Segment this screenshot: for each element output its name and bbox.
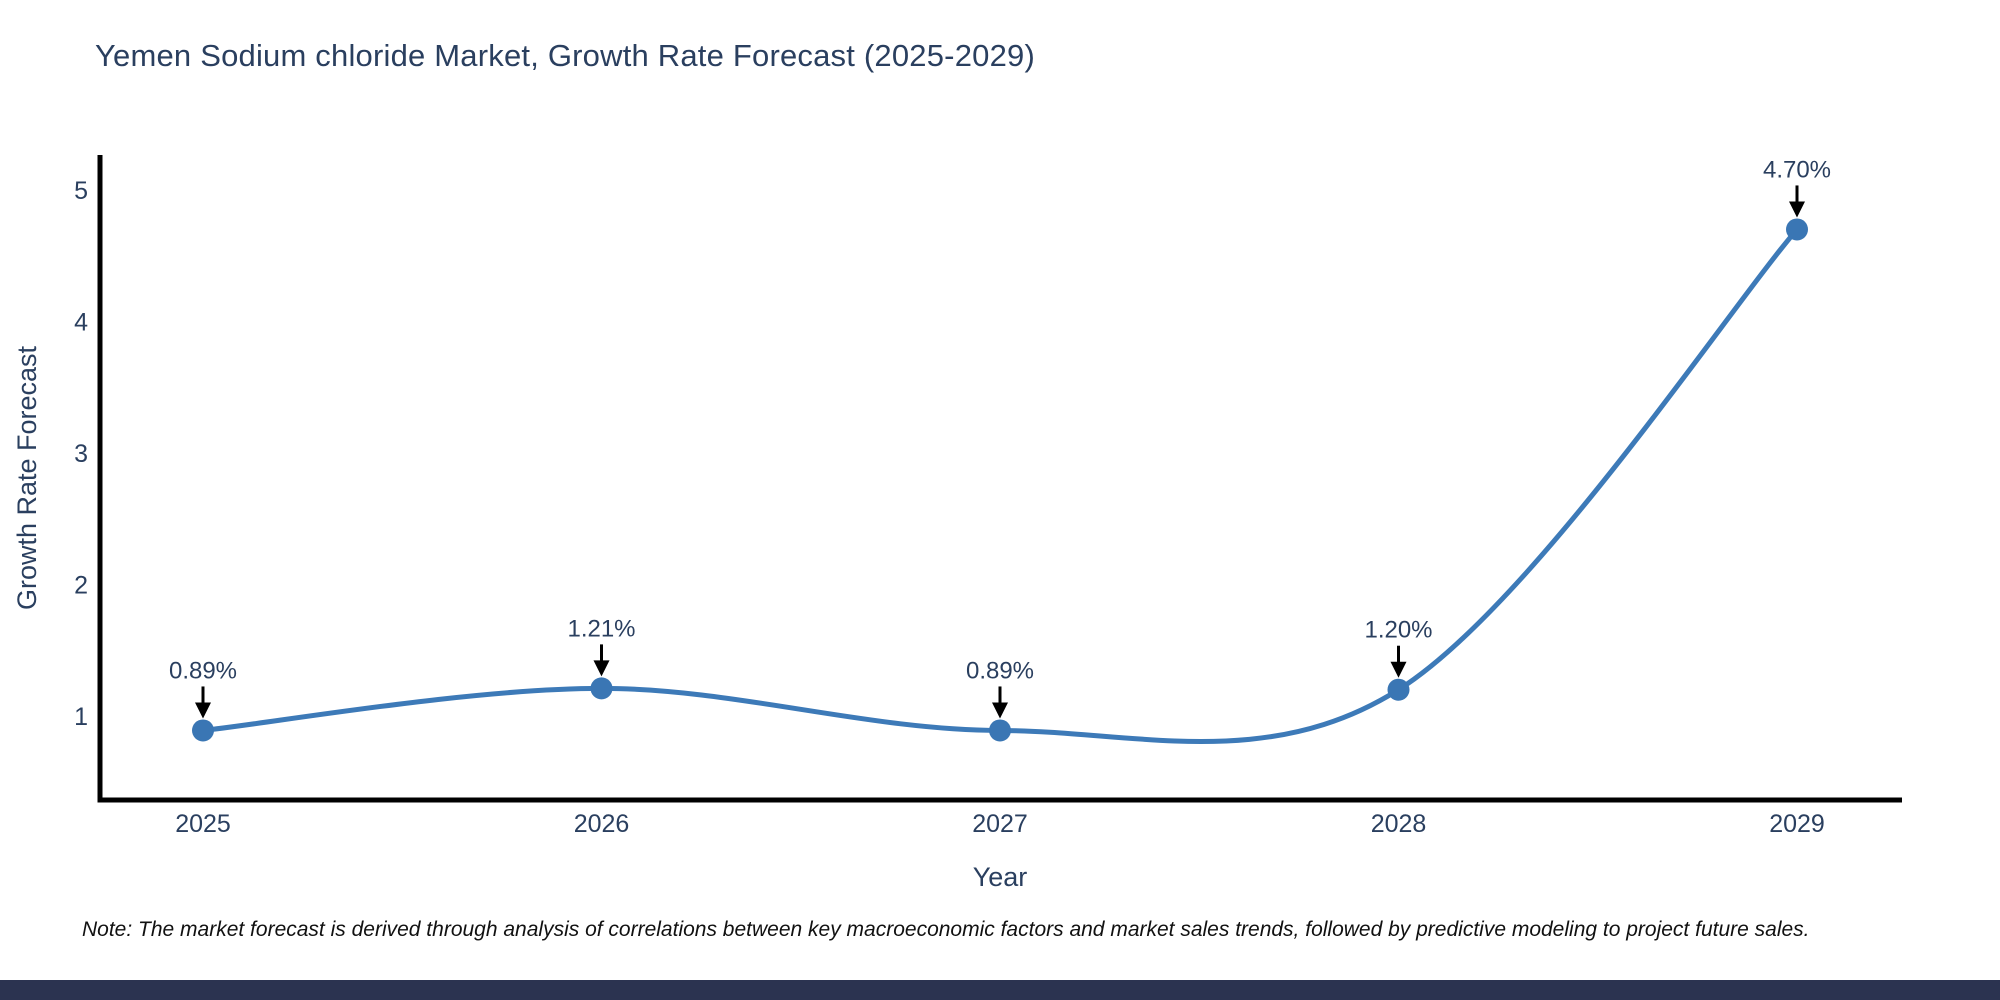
- chart-title: Yemen Sodium chloride Market, Growth Rat…: [95, 38, 1035, 73]
- point-value-label: 0.89%: [966, 657, 1034, 684]
- tick-label: 2027: [972, 810, 1028, 838]
- series-line: [202, 227, 1799, 744]
- data-point-marker: [590, 677, 613, 700]
- point-value-label: 1.20%: [1364, 617, 1432, 644]
- tick-label: 3: [74, 440, 88, 468]
- annotation-arrowhead-icon: [195, 702, 211, 719]
- tick-label: 1: [74, 703, 88, 731]
- data-point-marker: [989, 719, 1011, 742]
- footnote: Note: The market forecast is derived thr…: [82, 918, 1810, 941]
- point-value-label: 0.89%: [169, 657, 237, 684]
- footer-bar: [0, 980, 2000, 1000]
- data-point-marker: [1387, 678, 1410, 701]
- tick-label: 2: [74, 572, 88, 600]
- data-point-marker: [1786, 218, 1808, 241]
- tick-label: 2029: [1769, 810, 1825, 838]
- annotation-arrowhead-icon: [1789, 201, 1805, 218]
- annotation-arrowhead-icon: [593, 660, 610, 677]
- tick-label: 2025: [175, 810, 231, 838]
- point-annotations: 0.89% 1.21% 0.89% 1.20% 4.70%: [169, 156, 1831, 719]
- tick-label: 2026: [574, 810, 630, 838]
- y-axis-title: Growth Rate Forecast: [12, 345, 42, 610]
- x-axis-tick-labels: 2025 2026 2027 2028 2029: [175, 810, 1825, 838]
- annotation-arrowhead-icon: [1390, 661, 1407, 678]
- tick-label: 2028: [1371, 810, 1427, 838]
- tick-label: 4: [74, 309, 88, 337]
- series-markers: [192, 218, 1808, 742]
- tick-label: 5: [74, 177, 88, 205]
- y-axis-tick-labels: 1 2 3 4 5: [74, 177, 88, 731]
- point-value-label: 4.70%: [1763, 156, 1831, 183]
- x-axis-title: Year: [973, 862, 1028, 892]
- data-point-marker: [192, 719, 214, 742]
- annotation-arrowhead-icon: [992, 702, 1008, 719]
- point-value-label: 1.21%: [567, 615, 635, 642]
